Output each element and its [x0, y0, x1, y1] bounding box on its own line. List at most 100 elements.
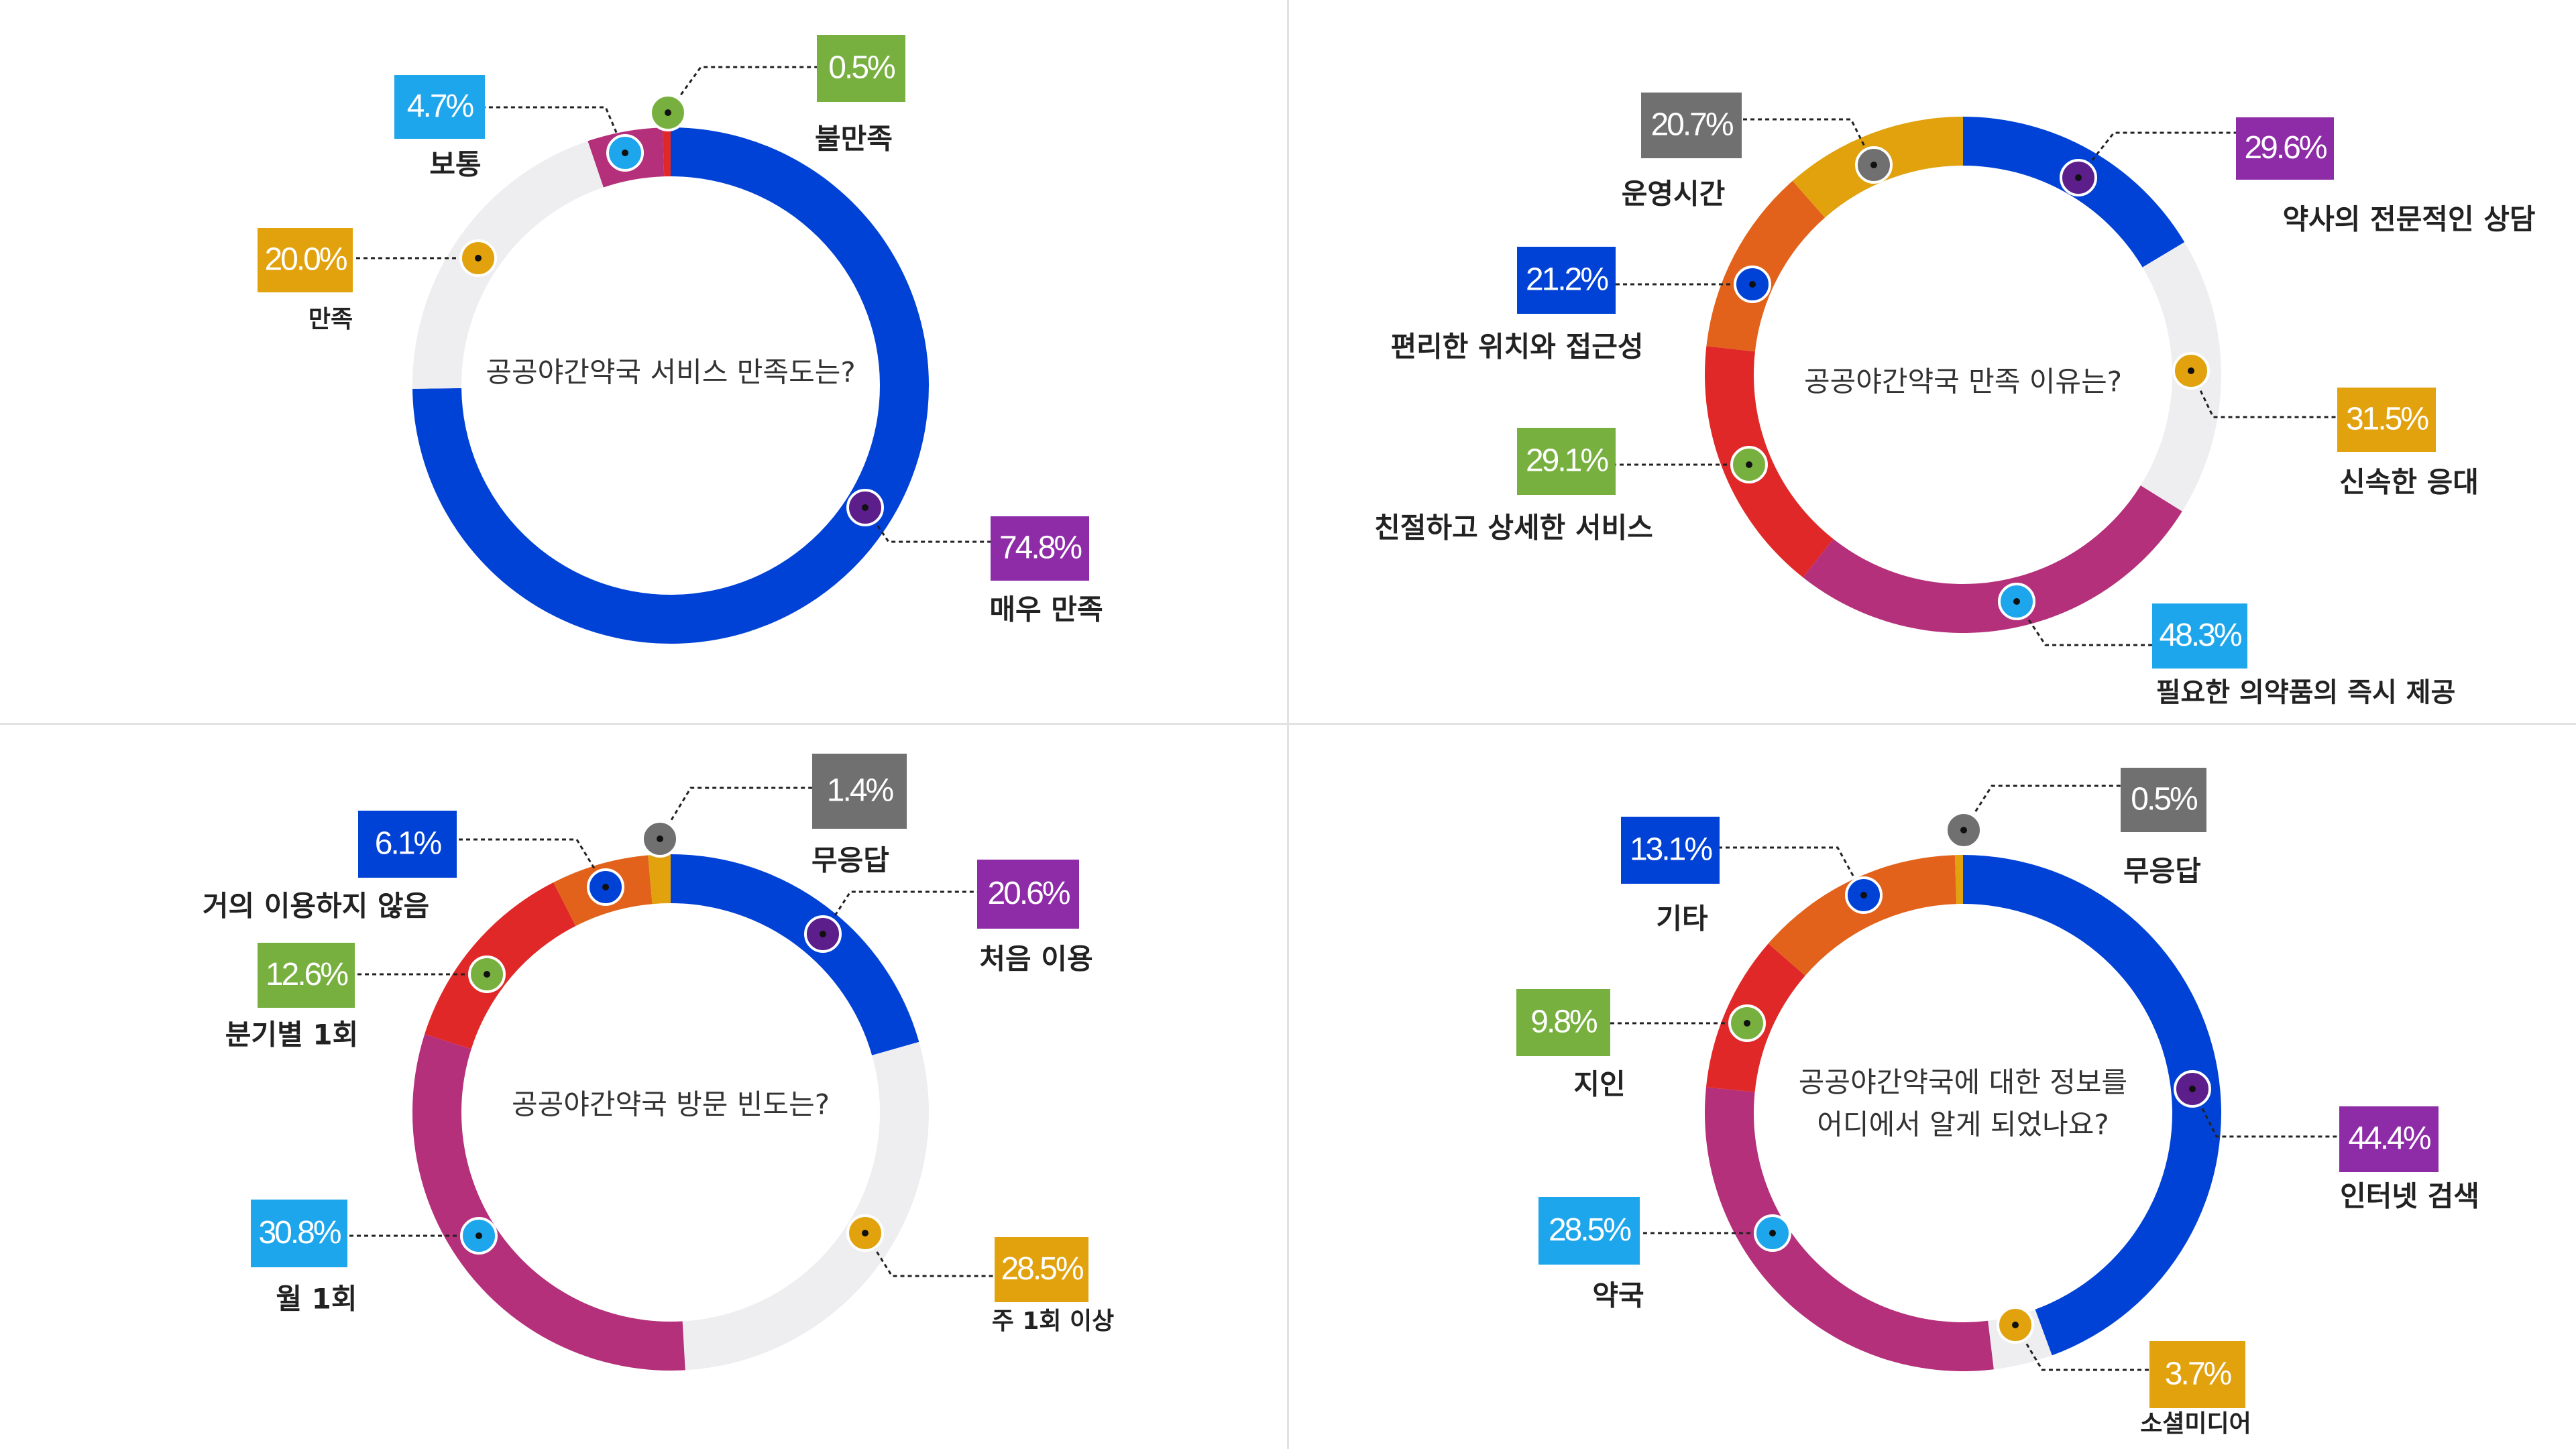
category-label: 필요한 의약품의 즉시 제공: [2156, 677, 2456, 708]
value-box: [991, 516, 1089, 581]
ring-segment: [412, 141, 604, 389]
marker-center: [657, 835, 663, 842]
category-label: 분기별 1회: [225, 1019, 358, 1051]
value-box: [2236, 117, 2334, 180]
chart-title: 공공야간약국에 대한 정보를: [1799, 1066, 2127, 1099]
value-box: [1516, 989, 1610, 1056]
marker-center: [862, 1230, 869, 1236]
value-box: [251, 1200, 347, 1267]
value-box: [1538, 1197, 1640, 1265]
marker-center: [820, 931, 826, 937]
ring-segment: [1963, 855, 2221, 1356]
category-label: 친절하고 상세한 서비스: [1374, 512, 1653, 544]
value-label: 28.5%: [1001, 1251, 1082, 1287]
ring-segment: [648, 854, 671, 905]
chart-3: 공공야간약국 방문 빈도는? 20.6% 처음 이용 28.5% 주 1회 이상 30.8…: [203, 754, 1114, 1371]
marker-center: [602, 884, 609, 890]
category-label: 소셜미디어: [2140, 1410, 2251, 1438]
category-label: 처음 이용: [979, 943, 1093, 976]
value-label: 31.5%: [2346, 402, 2428, 437]
category-label: 무응답: [2123, 855, 2201, 888]
value-box: [817, 35, 905, 102]
value-box: [2152, 603, 2247, 669]
chart-title: 공공야간약국 서비스 만족도는?: [486, 356, 855, 389]
leader-line: [1962, 785, 2121, 831]
chart-title: 어디에서 알게 되었나요?: [1817, 1108, 2109, 1141]
marker-center: [2013, 598, 2020, 605]
value-label: 30.8%: [258, 1215, 340, 1251]
chart-1: 공공야간약국 서비스 만족도는? 74.8% 매우 만족 20.0% 만족 4.7% 보통 0…: [258, 35, 1103, 644]
chart-2: 공공야간약국 만족 이유는? 29.6% 약사의 전문적인 상담 31.5% 신속한 응…: [1374, 93, 2536, 708]
category-label: 지인: [1573, 1068, 1625, 1101]
leader-line: [667, 66, 817, 113]
leader-line: [659, 787, 812, 839]
value-label: 29.1%: [1526, 443, 1608, 479]
category-label: 편리한 위치와 접근성: [1390, 331, 1643, 363]
category-label: 보통: [429, 148, 481, 181]
ring-segment: [1803, 485, 2182, 633]
category-label: 신속한 응대: [2339, 466, 2479, 499]
ring-segment: [1954, 855, 1963, 905]
value-box: [2121, 768, 2206, 832]
value-box: [812, 754, 907, 829]
value-box: [2339, 1106, 2439, 1172]
value-label: 21.2%: [1526, 262, 1608, 298]
category-label: 만족: [309, 306, 353, 333]
value-label: 6.1%: [375, 826, 441, 862]
marker-center: [484, 971, 490, 978]
value-label: 20.6%: [987, 876, 1069, 911]
category-label: 약사의 전문적인 상담: [2282, 203, 2535, 236]
value-label: 13.1%: [1630, 832, 1712, 868]
value-label: 28.5%: [1549, 1212, 1630, 1248]
ring-segment: [1768, 855, 1957, 976]
marker-center: [2188, 367, 2194, 374]
value-box: [977, 860, 1079, 929]
ring-segment: [682, 1041, 929, 1371]
category-label: 무응답: [811, 844, 889, 877]
value-box: [995, 1237, 1088, 1302]
marker-center: [622, 150, 628, 156]
value-box: [258, 943, 355, 1008]
value-label: 74.8%: [999, 530, 1081, 566]
marker-center: [475, 1232, 482, 1239]
category-label: 거의 이용하지 않음: [203, 890, 429, 923]
value-label: 12.6%: [266, 957, 347, 992]
value-label: 20.0%: [264, 242, 346, 278]
value-label: 20.7%: [1650, 107, 1732, 143]
marker-center: [1744, 1020, 1750, 1027]
value-label: 29.6%: [2244, 130, 2326, 166]
marker-center: [1960, 827, 1967, 833]
marker-center: [475, 255, 482, 262]
value-label: 0.5%: [828, 50, 895, 86]
marker-center: [1749, 281, 1756, 288]
category-label: 주 1회 이상: [992, 1308, 1115, 1335]
value-box: [258, 228, 353, 292]
value-box: [2337, 388, 2436, 452]
value-box: [1517, 428, 1616, 495]
value-label: 1.4%: [827, 773, 893, 809]
category-label: 운영시간: [1622, 178, 1726, 211]
value-box: [1517, 247, 1616, 314]
ring-segment: [662, 127, 671, 177]
ring-segment: [1705, 346, 1834, 578]
value-box: [1641, 93, 1742, 158]
chart-title: 공공야간약국 만족 이유는?: [1804, 365, 2122, 398]
value-label: 0.5%: [2131, 782, 2197, 817]
category-label: 인터넷 검색: [2340, 1180, 2479, 1213]
value-box: [2149, 1341, 2245, 1408]
horizontal-divider: [0, 723, 2576, 725]
chart-title: 공공야간약국 방문 빈도는?: [512, 1088, 830, 1121]
category-label: 불만족: [815, 123, 893, 156]
marker-center: [1746, 461, 1752, 468]
marker-center: [1860, 892, 1867, 899]
category-label: 월 1회: [276, 1283, 357, 1316]
ring-segment: [671, 854, 919, 1055]
marker-center: [1870, 162, 1877, 168]
ring-segment: [1706, 180, 1826, 352]
marker-center: [862, 504, 869, 511]
value-label: 4.7%: [407, 89, 473, 124]
marker-center: [2012, 1322, 2019, 1328]
category-label: 약국: [1592, 1279, 1644, 1312]
